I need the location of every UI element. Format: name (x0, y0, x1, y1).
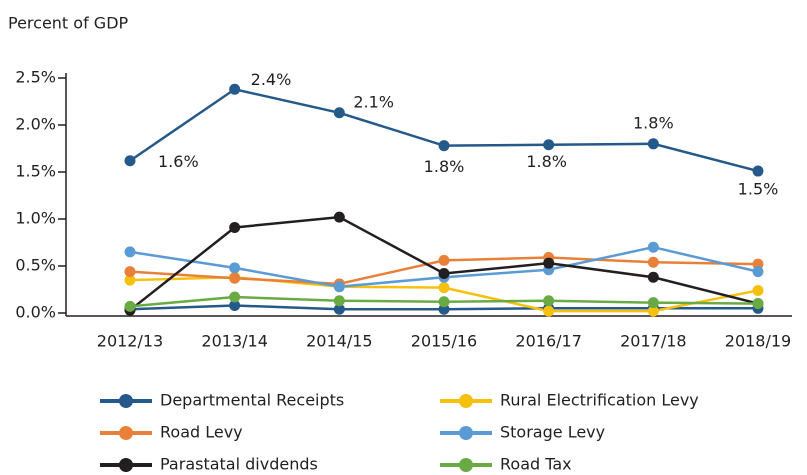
data-point (229, 83, 241, 95)
data-point (438, 303, 450, 315)
legend-marker (119, 426, 133, 440)
x-tick-label: 2013/14 (201, 332, 267, 351)
data-point (543, 257, 555, 269)
data-point (752, 266, 764, 278)
x-tick-label: 2018/19 (725, 332, 791, 351)
data-point (438, 282, 450, 294)
data-point (124, 155, 136, 167)
data-label: 1.8% (526, 152, 567, 171)
data-point (229, 291, 241, 303)
data-point (333, 211, 345, 223)
data-point (124, 246, 136, 258)
legend-label: Road Levy (160, 423, 243, 442)
data-point (438, 254, 450, 266)
data-point (647, 256, 659, 268)
data-point (124, 266, 136, 278)
data-label: 1.8% (424, 157, 465, 176)
data-label: 2.4% (251, 70, 292, 89)
data-point (229, 299, 241, 311)
x-tick-label: 2016/17 (515, 332, 581, 351)
x-tick-label: 2012/13 (97, 332, 163, 351)
x-tick-label: 2017/18 (620, 332, 686, 351)
data-point (752, 258, 764, 270)
legend-marker (459, 426, 473, 440)
y-tick-label: 1.5% (15, 162, 56, 181)
legend-label: Rural Electrification Levy (500, 391, 699, 410)
data-point (647, 305, 659, 317)
data-point (333, 107, 345, 119)
data-point (333, 281, 345, 293)
data-label: 1.8% (633, 113, 674, 132)
legend-marker (119, 458, 133, 472)
data-point (543, 139, 555, 151)
data-point (229, 272, 241, 284)
data-point (229, 221, 241, 233)
data-point (752, 298, 764, 310)
y-tick-label: 0.0% (15, 303, 56, 322)
chart-title: Percent of GDP (8, 14, 129, 33)
data-point (333, 295, 345, 307)
legend-marker (459, 458, 473, 472)
data-point (124, 300, 136, 312)
x-tick-label: 2015/16 (411, 332, 477, 351)
data-point (543, 305, 555, 317)
data-point (543, 295, 555, 307)
data-point (752, 165, 764, 177)
data-label: 1.5% (738, 180, 779, 199)
legend-label: Road Tax (500, 455, 572, 474)
y-tick-label: 0.5% (15, 256, 56, 275)
data-point (647, 271, 659, 283)
y-tick-label: 2.0% (15, 115, 56, 134)
data-point (333, 303, 345, 315)
data-point (647, 138, 659, 150)
y-tick-label: 1.0% (15, 209, 56, 228)
data-point (438, 140, 450, 152)
data-point (438, 296, 450, 308)
data-label: 2.1% (353, 92, 394, 111)
data-point (229, 262, 241, 274)
data-point (124, 274, 136, 286)
data-point (647, 241, 659, 253)
data-point (438, 268, 450, 280)
legend-label: Parastatal divdends (160, 455, 318, 474)
x-tick-label: 2014/15 (306, 332, 372, 351)
legend-marker (459, 394, 473, 408)
legend-marker (119, 394, 133, 408)
data-label: 1.6% (158, 152, 199, 171)
legend-label: Departmental Receipts (160, 391, 344, 410)
data-point (752, 284, 764, 296)
legend-label: Storage Levy (500, 423, 605, 442)
data-point (647, 297, 659, 309)
y-tick-label: 2.5% (15, 68, 56, 87)
